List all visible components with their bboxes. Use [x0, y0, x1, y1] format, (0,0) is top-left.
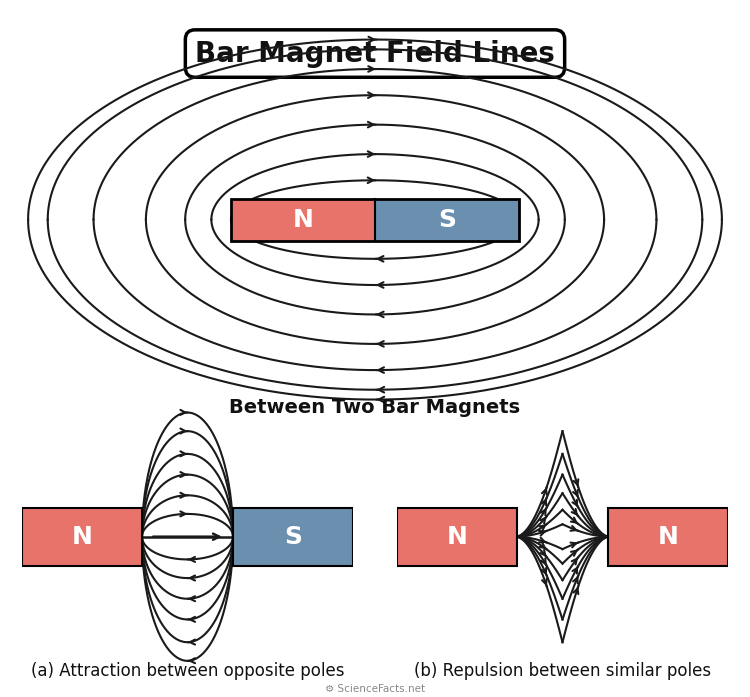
Text: (a) Attraction between opposite poles: (a) Attraction between opposite poles	[31, 661, 344, 680]
Bar	[397, 507, 517, 566]
Bar	[231, 199, 519, 240]
Text: Bar Magnet Field Lines: Bar Magnet Field Lines	[195, 40, 555, 68]
Text: ⚙ ScienceFacts.net: ⚙ ScienceFacts.net	[325, 684, 425, 694]
Text: N: N	[292, 208, 314, 231]
Text: Between Two Bar Magnets: Between Two Bar Magnets	[230, 398, 520, 418]
Text: N: N	[71, 525, 92, 549]
Bar	[375, 199, 519, 240]
Bar	[231, 199, 375, 240]
Text: N: N	[658, 525, 679, 549]
Text: S: S	[284, 525, 302, 549]
Text: N: N	[446, 525, 467, 549]
Bar	[22, 507, 142, 566]
Text: (b) Repulsion between similar poles: (b) Repulsion between similar poles	[414, 661, 711, 680]
Bar	[608, 507, 728, 566]
Bar	[233, 507, 353, 566]
Text: S: S	[438, 208, 456, 231]
